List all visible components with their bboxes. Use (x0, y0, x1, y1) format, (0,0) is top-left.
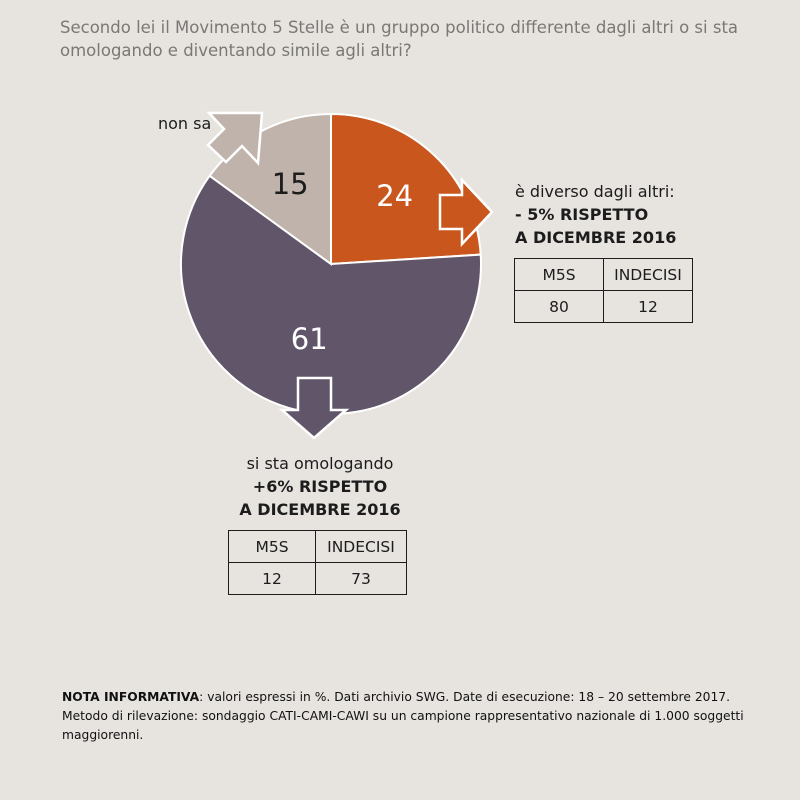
table-diverso: M5S INDECISI 80 12 (514, 258, 693, 323)
table-omologando: M5S INDECISI 12 73 (228, 530, 407, 595)
table-header-cell: INDECISI (603, 258, 693, 291)
label-diverso: è diverso dagli altri: - 5% RISPETTO A D… (515, 180, 676, 249)
arrow-right-icon (438, 176, 494, 248)
footnote-label: NOTA INFORMATIVA (62, 690, 200, 704)
pie-slice (180, 174, 482, 415)
arrow-down-icon (278, 376, 350, 440)
label-omologando-change-2: A DICEMBRE 2016 (239, 500, 401, 519)
table-value-cell: 12 (228, 562, 316, 595)
footnote-text: : valori espressi in %. Dati archivio SW… (62, 690, 744, 742)
table-row: 12 73 (228, 562, 407, 595)
table-value-cell: 73 (315, 562, 407, 595)
label-omologando-title: si sta omologando (246, 454, 394, 473)
arrow-up-left-icon (206, 111, 264, 166)
pie-slice (208, 112, 332, 266)
label-diverso-change-1: - 5% RISPETTO (515, 205, 649, 224)
table-row: M5S INDECISI (514, 258, 693, 291)
table-row: 80 12 (514, 290, 693, 323)
label-non-sa: non sa (158, 114, 212, 133)
table-header-cell: M5S (228, 530, 316, 563)
label-diverso-change-2: A DICEMBRE 2016 (515, 228, 677, 247)
table-value-cell: 12 (603, 290, 693, 323)
label-diverso-title: è diverso dagli altri: (515, 182, 675, 201)
table-row: M5S INDECISI (228, 530, 407, 563)
label-omologando-change-1: +6% RISPETTO (252, 477, 388, 496)
footnote: NOTA INFORMATIVA: valori espressi in %. … (62, 688, 762, 745)
pie-slice-value-label: 15 (272, 167, 309, 201)
label-omologando: si sta omologando +6% RISPETTO A DICEMBR… (229, 452, 411, 521)
question-title: Secondo lei il Movimento 5 Stelle è un g… (60, 18, 739, 60)
table-header-cell: INDECISI (315, 530, 407, 563)
table-value-cell: 80 (514, 290, 604, 323)
pie-slice-value-label: 61 (291, 322, 328, 356)
pie-slice-value-label: 24 (376, 179, 413, 213)
table-header-cell: M5S (514, 258, 604, 291)
